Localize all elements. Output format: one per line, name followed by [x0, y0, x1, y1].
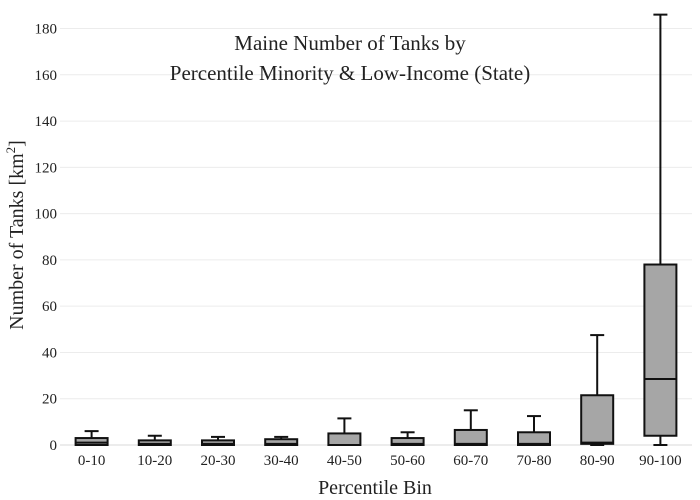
box-body — [137, 439, 172, 447]
box-0-10 — [74, 430, 109, 446]
box-80-90 — [580, 334, 615, 446]
y-tick-label-160: 160 — [35, 68, 58, 84]
y-axis-title: Number of Tanks [km2] — [3, 140, 28, 330]
y-tick-label-80: 80 — [42, 253, 57, 269]
x-axis-title: Percentile Bin — [318, 477, 432, 499]
x-tick-label-80-90: 80-90 — [580, 453, 615, 469]
y-axis-ticks: 0 20 40 60 80 100 120 140 160 180 — [35, 22, 58, 454]
y-axis-title-sup: 2 — [3, 147, 18, 154]
x-axis-ticks: 0-10 10-20 20-30 30-40 40-50 50-60 60-70 70-80 8… — [78, 453, 682, 469]
y-tick-label-0: 0 — [50, 438, 58, 454]
y-tick-label-20: 20 — [42, 392, 57, 408]
x-tick-label-70-80: 70-80 — [517, 453, 552, 469]
box-body — [327, 432, 362, 446]
x-tick-label-0-10: 0-10 — [78, 453, 106, 469]
gridlines — [60, 28, 692, 446]
box-40-50 — [327, 417, 362, 446]
chart-title-line-1: Maine Number of Tanks by — [234, 31, 466, 55]
box-series — [74, 13, 678, 447]
x-tick-label-50-60: 50-60 — [390, 453, 425, 469]
y-tick-label-40: 40 — [42, 345, 57, 361]
y-tick-label-60: 60 — [42, 299, 57, 315]
box-body — [264, 438, 299, 446]
box-30-40 — [264, 435, 299, 446]
x-tick-label-90-100: 90-100 — [639, 453, 682, 469]
x-tick-label-40-50: 40-50 — [327, 453, 362, 469]
chart-title-line-2: Percentile Minority & Low-Income (State) — [170, 61, 530, 85]
y-axis-title-main: Number of Tanks [km — [6, 153, 28, 330]
x-tick-label-30-40: 30-40 — [264, 453, 299, 469]
y-tick-label-100: 100 — [35, 207, 58, 223]
box-body — [201, 439, 235, 447]
box-10-20 — [137, 434, 172, 447]
box-body — [643, 263, 678, 437]
box-body — [517, 431, 551, 446]
box-body — [74, 437, 109, 446]
box-60-70 — [453, 409, 488, 447]
x-tick-label-20-30: 20-30 — [201, 453, 236, 469]
y-axis-title-end: ] — [6, 140, 28, 147]
box-body — [580, 394, 615, 445]
box-50-60 — [390, 431, 425, 446]
y-tick-label-180: 180 — [35, 22, 58, 38]
y-tick-label-120: 120 — [35, 160, 58, 176]
box-70-80 — [517, 415, 551, 446]
box-20-30 — [201, 435, 235, 447]
box-body — [453, 428, 488, 447]
box-90-100 — [643, 13, 678, 446]
x-tick-label-10-20: 10-20 — [137, 453, 172, 469]
x-tick-label-60-70: 60-70 — [453, 453, 488, 469]
y-tick-label-140: 140 — [35, 114, 58, 130]
box-body — [390, 437, 425, 446]
